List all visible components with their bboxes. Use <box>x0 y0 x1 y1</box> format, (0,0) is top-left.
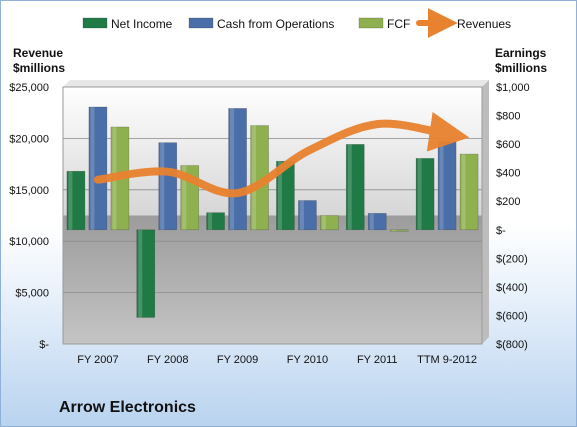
x-axis-tick-label: FY 2010 <box>287 354 328 366</box>
right-axis-title-line1: Earnings <box>495 46 547 60</box>
legend-swatch-fcf <box>358 17 384 29</box>
net-income-bar <box>66 170 86 231</box>
bar-highlight <box>182 165 187 230</box>
bar-highlight <box>277 161 282 230</box>
right-axis-tick-label: $1,000 <box>496 82 530 94</box>
plot-area-border <box>62 86 483 345</box>
bar-highlight <box>369 213 374 230</box>
plot-wall-upper <box>63 87 482 216</box>
cash-from-operations-bar <box>228 108 247 231</box>
legend-label-fcf: FCF <box>387 17 410 31</box>
left-axis-tick-label: $10,000 <box>9 236 49 248</box>
bar-highlight <box>347 144 352 230</box>
net-income-bar <box>136 229 156 318</box>
bar-highlight <box>321 215 326 230</box>
right-axis-tick-label: $800 <box>496 111 520 123</box>
bar-highlight <box>439 141 444 230</box>
bar-highlight <box>252 125 257 230</box>
cash-from-operations-bar <box>88 106 108 231</box>
bar-highlight <box>138 229 143 318</box>
left-axis-tick-label: $20,000 <box>9 133 49 145</box>
company-name: Arrow Electronics <box>59 399 196 416</box>
net-income-bar <box>345 144 365 231</box>
net-income-bar <box>415 158 435 231</box>
legend-label-revenues: Revenues <box>457 17 511 31</box>
fcf-bar <box>459 153 479 231</box>
plot-wall-side <box>482 80 489 344</box>
bar-highlight <box>208 212 213 230</box>
fcf-bar <box>389 229 409 232</box>
x-axis-tick-label: FY 2011 <box>357 354 398 366</box>
right-axis-tick-label: $- <box>496 225 506 237</box>
net-income-bar <box>206 212 225 231</box>
bar-highlight <box>417 158 422 230</box>
bar-highlight <box>68 171 73 230</box>
left-axis-tick-label: $15,000 <box>9 185 49 197</box>
bar-highlight <box>391 229 396 232</box>
x-axis-tick-label: FY 2007 <box>77 354 118 366</box>
fcf-bar <box>320 215 339 231</box>
bar-highlight <box>230 108 235 230</box>
bar-highlight <box>160 142 165 230</box>
left-axis-tick-label: $25,000 <box>9 82 49 94</box>
legend-label-cash-from-operations: Cash from Operations <box>217 17 334 31</box>
bar-highlight <box>90 106 95 230</box>
legend-swatch-cash-from-operations <box>188 17 214 29</box>
left-axis-tick-label: $- <box>39 339 49 351</box>
right-axis-tick-label: $(200) <box>496 253 528 265</box>
bar-highlight <box>299 200 304 230</box>
cash-from-operations-bar <box>158 142 178 231</box>
left-axis-title-line2: $millions <box>13 61 65 75</box>
right-axis-tick-label: $400 <box>496 168 520 180</box>
cash-from-operations-bar <box>298 200 317 231</box>
plot-wall-top-edge <box>63 80 489 87</box>
right-axis-tick-label: $200 <box>496 196 520 208</box>
right-axis-tick-label: $(800) <box>496 339 528 351</box>
left-axis-title-line1: Revenue <box>13 46 63 60</box>
legend-swatch-net-income <box>82 17 108 29</box>
left-axis-tick-label: $5,000 <box>15 288 49 300</box>
revenues-line <box>93 111 470 198</box>
legend-label-net-income: Net Income <box>111 17 173 31</box>
bar-highlight <box>461 154 466 230</box>
x-axis-tick-label: FY 2009 <box>217 354 258 366</box>
right-axis-tick-label: $(400) <box>496 282 528 294</box>
cash-from-operations-bar <box>367 213 387 231</box>
x-axis-tick-label: TTM 9-2012 <box>417 354 477 366</box>
right-axis-tick-label: $600 <box>496 139 520 151</box>
x-axis-tick-label: FY 2008 <box>147 354 188 366</box>
right-axis-tick-label: $(600) <box>496 310 528 322</box>
right-axis-title-line2: $millions <box>495 61 547 75</box>
plot-wall-lower <box>63 215 482 344</box>
